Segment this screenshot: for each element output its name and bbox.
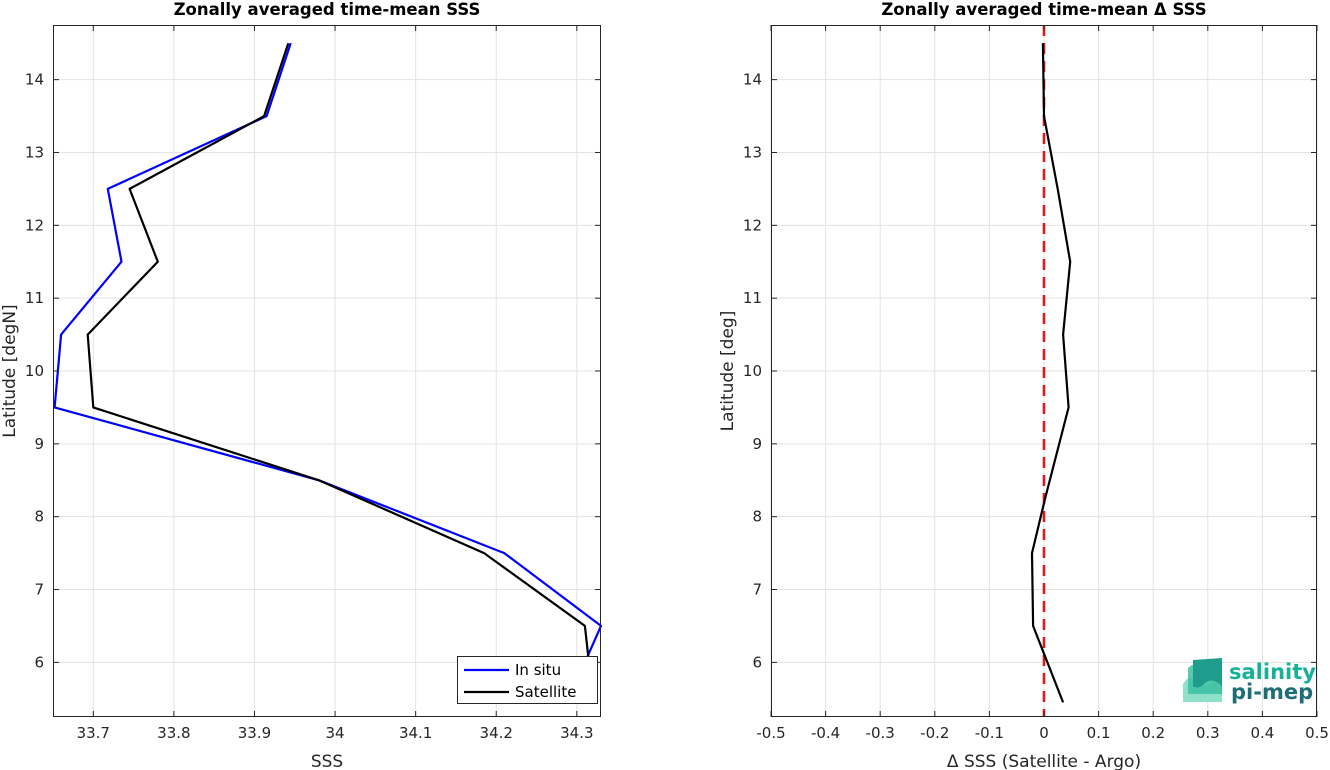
logo-text-salinity: salinity [1229,660,1316,684]
y-tick-label: 9 [752,435,762,453]
logo-text-pi-mep: pi-mep [1231,680,1313,704]
x-tick-label: 0.5 [1305,724,1329,742]
x-tick-label: 0.3 [1196,724,1220,742]
x-tick-label: 34.2 [480,724,513,742]
x-tick-label: 34 [326,724,345,742]
sss-panel: 33.7 33.8 33.9 34 34.1 34.2 34.3 6 7 8 9 10 11 12 13 14… [0,0,603,770]
legend-box [457,656,598,704]
x-tick-label: 0.1 [1087,724,1111,742]
sss-title: Zonally averaged time-mean SSS [174,0,481,19]
sss-ticks: 33.7 33.8 33.9 34 34.1 34.2 34.3 6 7 8 9 10 11 12 13 14 [25,25,601,742]
y-tick-label: 7 [34,581,44,599]
x-tick-label: -0.5 [756,724,785,742]
legend: In situ Satellite [457,656,598,704]
y-tick-label: 12 [25,216,44,234]
sss-x-axis-label: SSS [311,752,343,770]
delta-sss-series [1030,43,1072,703]
delta-sss-panel: -0.5 -0.4 -0.3 -0.2 -0.1 0 0.1 0.2 0.3 0.4 0.5 6 7 8 9… [718,0,1329,770]
legend-label-satellite: Satellite [515,683,576,701]
y-tick-label: 9 [34,435,44,453]
delta-sss-x-axis-label: Δ SSS (Satellite - Argo) [947,752,1141,770]
x-tick-label: -0.4 [811,724,840,742]
x-tick-label: -0.2 [920,724,949,742]
y-tick-label: 8 [752,508,762,526]
y-tick-label: 14 [743,71,762,89]
y-tick-label: 11 [743,289,762,307]
x-tick-label: -0.3 [866,724,895,742]
y-tick-label: 7 [752,581,762,599]
y-tick-label: 6 [34,653,44,671]
x-tick-label: -0.1 [975,724,1004,742]
x-tick-label: 34.1 [399,724,432,742]
y-tick-label: 14 [25,71,44,89]
series-line-0 [1030,43,1072,703]
sss-y-axis-label: Latitude [degN] [0,304,20,437]
y-tick-label: 8 [34,508,44,526]
y-tick-label: 13 [743,143,762,161]
y-tick-label: 11 [25,289,44,307]
y-tick-label: 13 [25,143,44,161]
x-tick-label: 0.4 [1250,724,1274,742]
y-tick-label: 12 [743,216,762,234]
x-tick-label: 33.8 [157,724,190,742]
x-tick-label: 34.3 [560,724,593,742]
legend-label-in-situ: In situ [515,661,561,679]
y-tick-label: 10 [25,362,44,380]
y-tick-label: 10 [743,362,762,380]
x-tick-label: 0.2 [1141,724,1165,742]
delta-sss-ticks: -0.5 -0.4 -0.3 -0.2 -0.1 0 0.1 0.2 0.3 0.4 0.5 6 7 8 9… [743,25,1329,742]
logo-wave-icon [1183,658,1222,702]
delta-sss-y-axis-label: Latitude [deg] [718,311,738,432]
salinity-pi-mep-logo: salinity pi-mep [1183,658,1316,704]
sss-grid [53,25,601,717]
x-tick-label: 33.9 [238,724,271,742]
x-tick-label: 0 [1039,724,1049,742]
x-tick-label: 33.7 [77,724,110,742]
delta-sss-title: Zonally averaged time-mean Δ SSS [881,0,1206,19]
y-tick-label: 6 [752,653,762,671]
series-line-satellite [86,42,594,699]
